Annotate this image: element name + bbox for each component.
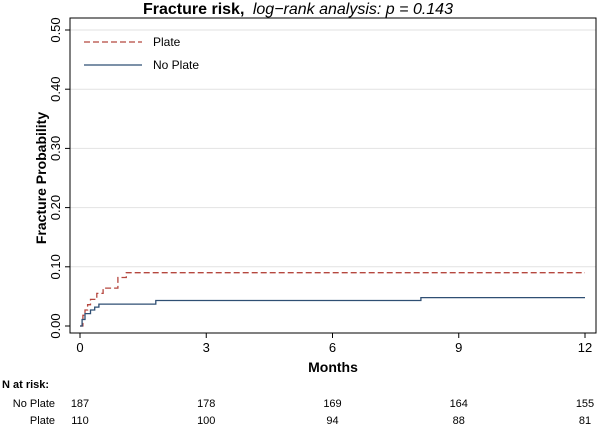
title-subtitle: log−rank analysis: p = 0.143 (253, 1, 453, 18)
legend: Plate No Plate (84, 35, 199, 72)
x-tick-label: 12 (578, 340, 592, 355)
y-tick-label: 0.10 (48, 254, 63, 279)
risk-cell: 178 (197, 398, 215, 410)
risk-row-label: No Plate (13, 398, 55, 410)
risk-cell: 88 (453, 415, 465, 426)
legend-label: No Plate (153, 58, 199, 72)
svg-text:Fracture risk, log−rank: Fracture risk, log−rank analysis: p = 0.… (143, 1, 453, 18)
risk-table-title: N at risk: (2, 379, 49, 391)
risk-cell: 100 (197, 415, 215, 426)
x-tick-label: 6 (329, 340, 336, 355)
risk-cell: 164 (450, 398, 468, 410)
y-tick-label: 0.50 (48, 17, 63, 42)
series-line-no-plate (80, 296, 585, 327)
risk-cell: 169 (323, 398, 341, 410)
legend-label: Plate (153, 35, 181, 49)
axes: 0.00 0.10 0.20 0.30 0.40 0.50 0 3 6 9 12 (48, 17, 597, 355)
x-tick-label: 9 (455, 340, 462, 355)
series-layer (80, 272, 585, 327)
risk-cell: 110 (71, 415, 89, 426)
risk-cell: 155 (576, 398, 594, 410)
series-line-plate (80, 272, 585, 327)
risk-cell: 81 (579, 415, 591, 426)
y-tick-label: 0.00 (48, 313, 63, 338)
risk-table: N at risk: No Plate 187 178 169 164 155 Plate 11… (2, 379, 594, 426)
y-tick-label: 0.20 (48, 195, 63, 220)
risk-cell: 187 (71, 398, 89, 410)
title-main: Fracture risk, (143, 1, 244, 18)
y-axis-label: Fracture Probability (33, 112, 49, 244)
plot-frame (69, 17, 597, 334)
y-tick-label: 0.40 (48, 77, 63, 102)
gridlines (70, 29, 596, 268)
chart-title: Fracture risk, log−rank analysis: p = 0.… (143, 1, 453, 18)
risk-row-label: Plate (30, 415, 55, 426)
risk-cell: 94 (326, 415, 338, 426)
y-tick-label: 0.30 (48, 136, 63, 161)
x-axis-label: Months (308, 359, 358, 375)
x-tick-label: 0 (76, 340, 83, 355)
x-tick-label: 3 (203, 340, 210, 355)
